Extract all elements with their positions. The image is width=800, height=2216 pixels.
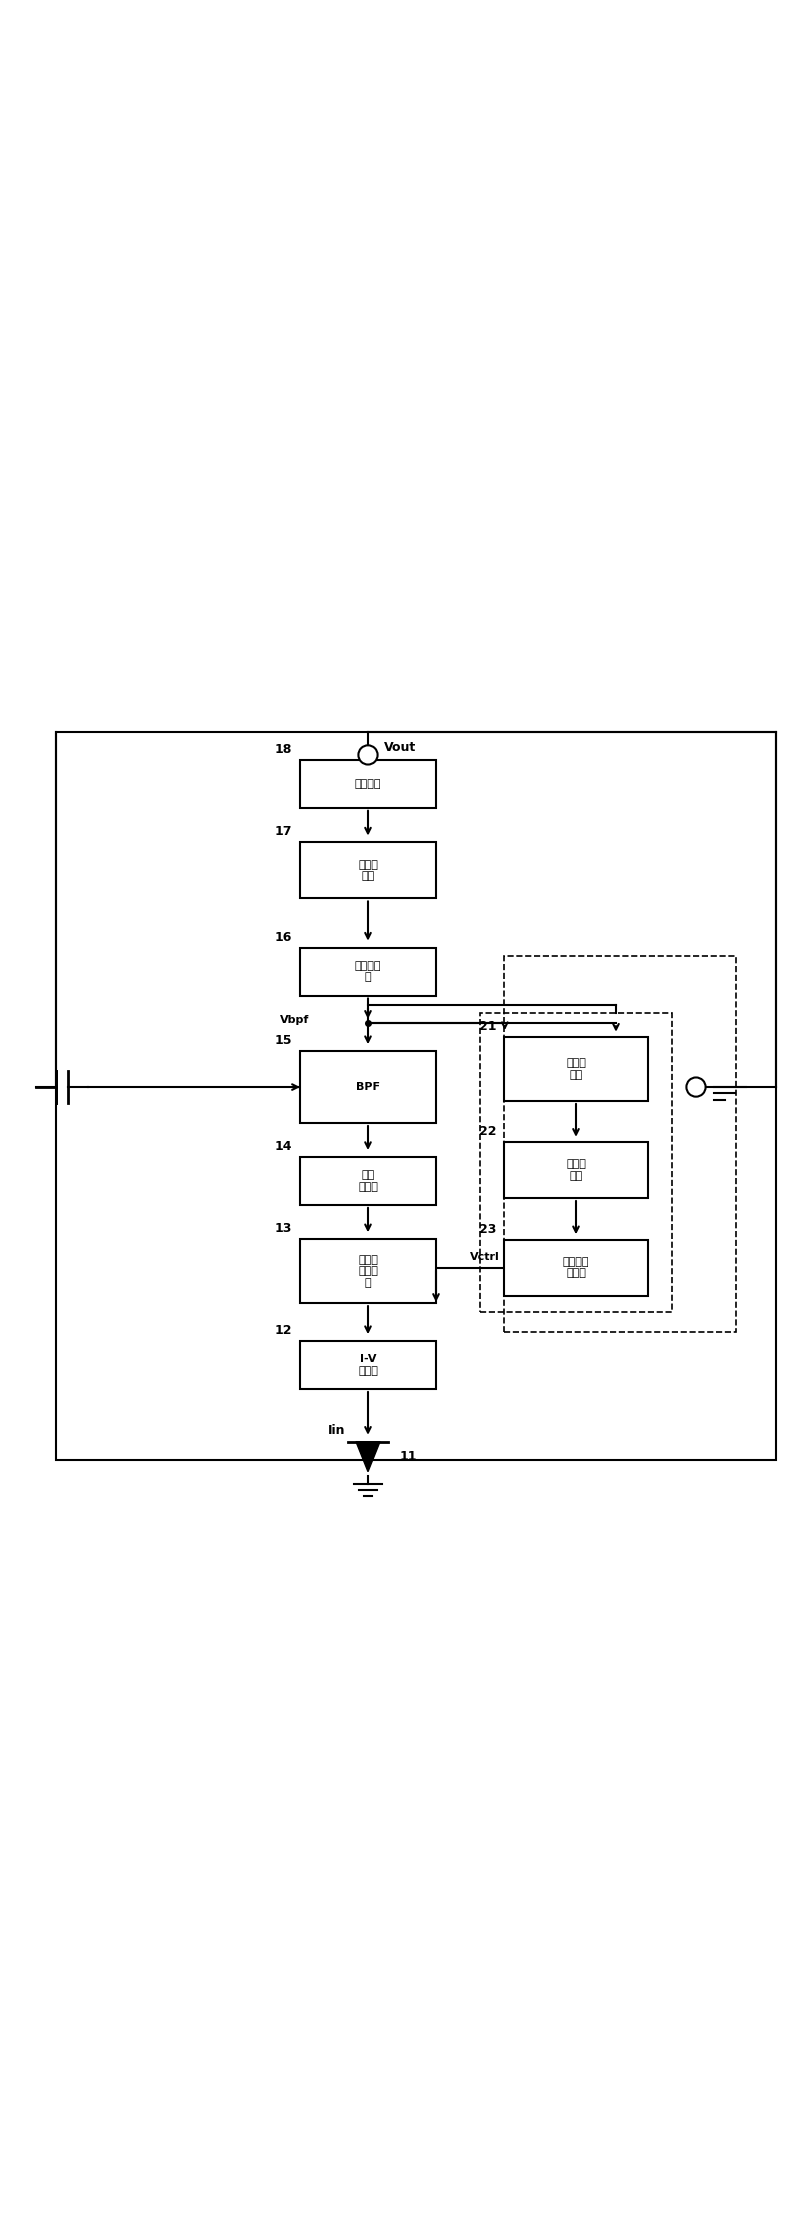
Text: 18: 18 <box>274 742 292 756</box>
Bar <box>300 1341 436 1389</box>
Text: 第一滤
波器: 第一滤 波器 <box>358 860 378 882</box>
Text: 17: 17 <box>274 824 292 838</box>
Text: 自动增益
控制器: 自动增益 控制器 <box>562 1256 590 1279</box>
Text: 23: 23 <box>478 1223 496 1237</box>
Text: 11: 11 <box>400 1449 418 1463</box>
Bar <box>300 1239 436 1303</box>
Bar <box>504 1037 648 1101</box>
Bar <box>300 1157 436 1206</box>
Text: 22: 22 <box>478 1126 496 1139</box>
Bar <box>300 760 436 809</box>
Text: 第二比
较器: 第二比 较器 <box>566 1059 586 1079</box>
Text: 输出模块: 输出模块 <box>354 778 382 789</box>
Text: 第一比较
器: 第一比较 器 <box>354 962 382 982</box>
Text: Vctrl: Vctrl <box>470 1252 500 1261</box>
Bar <box>480 1013 672 1312</box>
Bar <box>300 842 436 897</box>
Bar <box>504 1141 648 1199</box>
Text: 16: 16 <box>274 931 292 944</box>
Circle shape <box>358 745 378 765</box>
Text: 15: 15 <box>274 1035 292 1048</box>
Bar <box>504 1239 648 1296</box>
Text: 第二滤
波器: 第二滤 波器 <box>566 1159 586 1181</box>
Text: 21: 21 <box>478 1019 496 1033</box>
Text: 限幅
放大器: 限幅 放大器 <box>358 1170 378 1192</box>
Text: BPF: BPF <box>356 1081 380 1092</box>
Bar <box>300 948 436 995</box>
Polygon shape <box>356 1443 380 1471</box>
Text: Vbpf: Vbpf <box>280 1015 310 1026</box>
Circle shape <box>686 1077 706 1097</box>
Text: I-V
放大器: I-V 放大器 <box>358 1354 378 1376</box>
Text: 12: 12 <box>274 1323 292 1336</box>
Text: 可变增
益放大
器: 可变增 益放大 器 <box>358 1254 378 1287</box>
Bar <box>504 955 736 1332</box>
Text: 14: 14 <box>274 1139 292 1152</box>
Text: 13: 13 <box>274 1223 292 1234</box>
Text: Iin: Iin <box>328 1423 346 1436</box>
Bar <box>300 1050 436 1124</box>
Text: Vout: Vout <box>384 740 416 753</box>
Bar <box>56 731 776 1460</box>
